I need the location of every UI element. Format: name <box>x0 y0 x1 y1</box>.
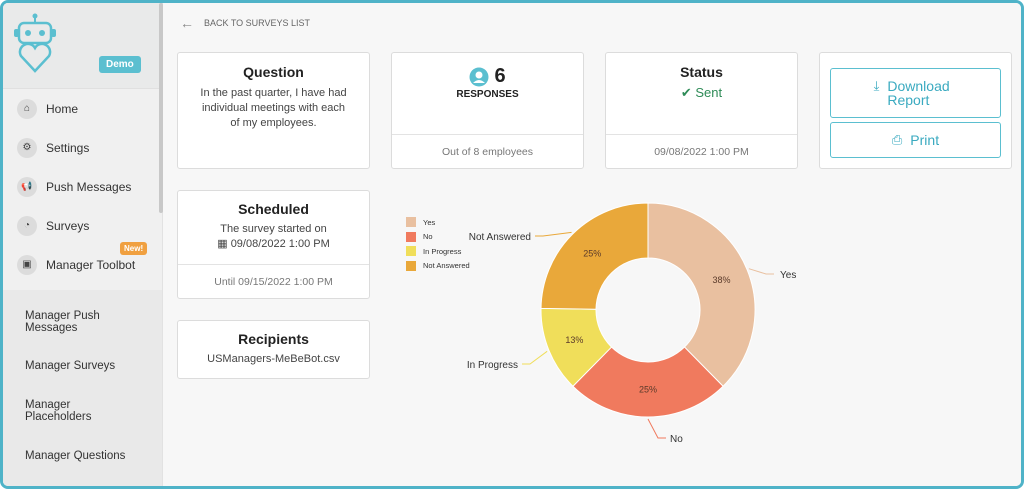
sidebar-item-home[interactable]: ⌂ Home <box>3 89 162 128</box>
scheduled-line2: 09/08/2022 1:00 PM <box>230 238 330 250</box>
scheduled-title: Scheduled <box>238 201 309 217</box>
sidebar-item-manager-toolbot[interactable]: ▣ Manager Toolbot New! <box>3 242 162 284</box>
print-label: Print <box>910 132 940 148</box>
donut-slice-not-answered[interactable] <box>540 202 649 310</box>
legend-label: In Progress <box>423 246 462 256</box>
sidebar-subitem-manager-surveys[interactable]: Manager Surveys <box>25 360 116 372</box>
actions-card: ⤓ Download Report ⎙ Print <box>819 52 1012 169</box>
slice-category-label: Not Answered <box>469 232 531 243</box>
slice-percent-label: 38% <box>713 275 731 285</box>
sidebar-item-label: Settings <box>46 140 90 155</box>
download-report-button[interactable]: ⤓ Download Report <box>830 68 1001 118</box>
sidebar-subitem-manager-push-messages[interactable]: Manager Push Messages <box>25 310 100 334</box>
donut-slice-no[interactable] <box>572 346 724 418</box>
pie-chart-icon: ◔ <box>17 215 37 236</box>
responses-donut-chart: 38% Yes 25% No 13% In Progress 25% Not Answered <box>467 202 796 445</box>
arrow-left-icon: ← <box>180 15 194 31</box>
status-card: Status ✔ Sent 09/08/2022 1:00 PM <box>605 52 798 169</box>
download-icon: ⤓ <box>873 78 880 93</box>
recipients-value: USManagers-MeBeBot.csv <box>207 353 340 365</box>
user-icon <box>469 67 489 86</box>
sidebar: Demo ⌂ Home ⚙ Settings 📢 Push Messages ◔… <box>3 3 163 486</box>
status-footer: 09/08/2022 1:00 PM <box>606 134 797 168</box>
legend-swatch <box>406 246 416 257</box>
back-link[interactable]: ← BACK TO SURVEYS LIST <box>180 15 310 31</box>
mebebot-logo-icon <box>14 13 56 73</box>
logo-area: Demo <box>3 3 162 89</box>
slice-callout-line <box>647 418 666 439</box>
slice-callout-line <box>522 350 548 365</box>
legend-item: Not Answered <box>406 259 470 274</box>
legend-label: No <box>423 232 433 242</box>
demo-badge: Demo <box>99 56 141 73</box>
legend-item: Yes <box>406 215 470 230</box>
new-badge: New! <box>120 242 148 255</box>
scheduled-footer: Until 09/15/2022 1:00 PM <box>178 264 369 298</box>
sidebar-item-label: Push Messages <box>46 179 132 194</box>
print-button[interactable]: ⎙ Print <box>830 122 1001 158</box>
responses-card: 6 RESPONSES Out of 8 employees <box>391 52 584 169</box>
sidebar-item-label: Home <box>46 101 79 116</box>
question-title: Question <box>243 64 304 80</box>
recipients-card: Recipients USManagers-MeBeBot.csv <box>177 320 370 379</box>
responses-footer: Out of 8 employees <box>392 134 583 168</box>
sidebar-item-label: Surveys <box>46 218 90 233</box>
sidebar-subitem-manager-questions[interactable]: Manager Questions <box>25 450 126 462</box>
responses-label: RESPONSES <box>456 89 519 100</box>
slice-percent-label: 25% <box>639 385 657 395</box>
sidebar-subitem-manager-placeholders[interactable]: Manager Placeholders <box>25 399 92 423</box>
legend-item: In Progress <box>406 244 470 259</box>
sidebar-subnav: Manager Push Messages Manager Surveys Ma… <box>3 290 162 486</box>
slice-category-label: No <box>670 434 683 445</box>
question-card: Question In the past quarter, I have had… <box>177 52 370 169</box>
download-report-label: Download Report <box>887 78 950 108</box>
recipients-title: Recipients <box>238 331 309 347</box>
sidebar-item-push-messages[interactable]: 📢 Push Messages <box>3 167 162 206</box>
briefcase-icon: ▣ <box>17 254 37 275</box>
slice-category-label: In Progress <box>467 360 518 371</box>
slice-category-label: Yes <box>780 270 796 281</box>
donut-slice-yes[interactable] <box>647 202 756 387</box>
legend-swatch <box>406 217 416 228</box>
sidebar-item-surveys[interactable]: ◔ Surveys <box>3 206 162 245</box>
status-title: Status <box>680 64 723 80</box>
slice-callout-line <box>535 231 572 237</box>
slice-percent-label: 13% <box>565 335 583 345</box>
legend-label: Yes <box>423 217 436 227</box>
sidebar-item-settings[interactable]: ⚙ Settings <box>3 128 162 167</box>
slice-percent-label: 25% <box>583 248 601 258</box>
responses-count: 6 <box>494 65 506 87</box>
main-content: ← BACK TO SURVEYS LIST Question In the p… <box>164 3 1021 486</box>
question-text: In the past quarter, I have had individu… <box>200 87 347 129</box>
gear-icon: ⚙ <box>17 137 37 158</box>
sidebar-item-label: Manager Toolbot <box>46 257 136 272</box>
scheduled-line1: The survey started on <box>220 223 327 235</box>
sidebar-nav: ⌂ Home ⚙ Settings 📢 Push Messages ◔ Surv… <box>3 89 162 284</box>
home-icon: ⌂ <box>17 98 37 119</box>
sidebar-scrollbar[interactable] <box>159 3 163 213</box>
legend-swatch <box>406 231 416 242</box>
checkmark-icon: ✔ <box>680 85 692 100</box>
chart-legend: Yes No In Progress Not Answered <box>406 215 470 273</box>
calendar-icon: ▦ <box>217 238 228 250</box>
status-value: Sent <box>695 85 723 100</box>
legend-swatch <box>406 260 416 271</box>
back-label: BACK TO SURVEYS LIST <box>204 18 311 28</box>
scheduled-card: Scheduled The survey started on ▦ 09/08/… <box>177 190 370 299</box>
slice-callout-line <box>748 268 774 275</box>
legend-label: Not Answered <box>423 261 470 271</box>
printer-icon: ⎙ <box>891 132 903 147</box>
legend-item: No <box>406 230 470 245</box>
megaphone-icon: 📢 <box>17 176 37 197</box>
